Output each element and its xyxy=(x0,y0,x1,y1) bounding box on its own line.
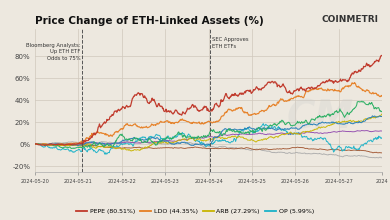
Text: Price Change of ETH-Linked Assets (%): Price Change of ETH-Linked Assets (%) xyxy=(35,16,264,26)
Text: COINMETRI: COINMETRI xyxy=(321,15,378,24)
Legend: PEPE (80.51%), LDO (44.35%), ARB (27.29%), OP (5.99%): PEPE (80.51%), LDO (44.35%), ARB (27.29%… xyxy=(73,207,317,217)
Text: Bloomberg Analysts:
Up ETH ETF
Odds to 75%: Bloomberg Analysts: Up ETH ETF Odds to 7… xyxy=(26,43,80,61)
Text: CM: CM xyxy=(286,98,353,136)
Text: SEC Approves
ETH ETFs: SEC Approves ETH ETFs xyxy=(212,37,249,49)
